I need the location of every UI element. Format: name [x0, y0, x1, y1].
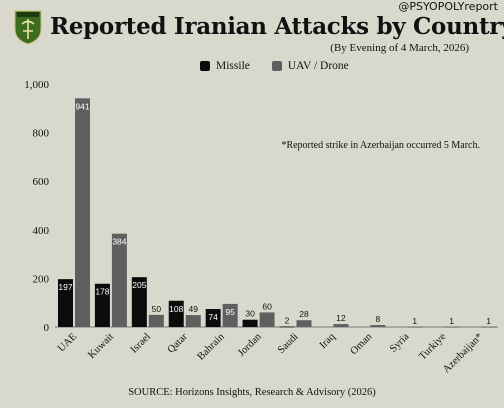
source-note: SOURCE: Horizons Insights, Research & Ad…	[128, 387, 376, 398]
bar-value-label: 108	[169, 304, 183, 314]
legend-label-missile: Missile	[216, 60, 250, 72]
legend-item-uav: UAV / Drone	[271, 60, 349, 72]
bar-uav	[407, 326, 423, 328]
legend-label-uav: UAV / Drone	[287, 60, 349, 72]
bar-value-label: 30	[245, 309, 255, 319]
bar-value-label: 50	[152, 304, 162, 314]
x-tick-label: Iraq	[318, 331, 338, 351]
bar-uav	[185, 315, 201, 327]
bar-value-label: 60	[262, 301, 272, 311]
bar-value-label: 95	[225, 307, 235, 317]
x-tick-label: Qatar	[166, 331, 191, 356]
y-tick-label: 800	[33, 128, 50, 140]
x-tick-label: Kuwait	[86, 331, 116, 361]
bar-missile	[94, 283, 110, 327]
bar-value-label: 205	[132, 280, 146, 290]
bar-value-label: 1	[449, 316, 454, 326]
chart-subtitle: (By Evening of 4 March, 2026)	[330, 42, 469, 54]
x-tick-label: Bahrain	[195, 331, 227, 363]
y-tick-label: 600	[33, 176, 50, 188]
bar-uav	[444, 326, 460, 328]
y-tick-label: 0	[44, 322, 50, 334]
bar-value-label: 28	[299, 309, 309, 319]
bar-value-label: 2	[285, 316, 290, 326]
bar-missile	[205, 309, 221, 327]
bar-uav	[481, 326, 497, 328]
bar-value-label: 178	[95, 287, 109, 297]
bar-uav	[148, 314, 164, 327]
legend-item-missile: Missile	[200, 60, 250, 72]
bar-missile	[58, 279, 73, 327]
x-tick-label: Saudi	[276, 331, 301, 356]
bar-missile	[242, 319, 258, 327]
legend-swatch-missile	[200, 61, 210, 71]
chart-title: Reported Iranian Attacks by Country	[50, 13, 504, 40]
y-tick-label: 200	[33, 273, 50, 285]
bar-missile	[168, 300, 184, 327]
bar-uav	[75, 98, 90, 327]
bar-missile	[131, 277, 147, 327]
bar-uav	[370, 325, 386, 327]
chart-legend: Missile UAV / Drone	[200, 60, 349, 72]
legend-swatch-uav	[271, 61, 282, 71]
bar-value-label: 197	[58, 282, 72, 292]
bar-missile	[279, 326, 295, 328]
bar-uav	[111, 233, 127, 327]
y-tick-label: 1,000	[24, 79, 49, 91]
account-handle: @PSYOPOLYreport	[398, 0, 498, 13]
x-tick-label: Syria	[388, 331, 412, 355]
chart-annotation: *Reported strike in Azerbaijan occurred …	[281, 140, 480, 151]
psyopoly-logo	[14, 10, 42, 45]
x-tick-label: Turkiye	[417, 331, 448, 362]
bar-uav	[259, 312, 275, 327]
bar-value-label: 941	[75, 101, 89, 111]
bar-uav	[222, 303, 238, 327]
bar-value-label: 8	[375, 314, 380, 324]
x-tick-label: Israel	[129, 331, 153, 355]
bar-value-label: 1	[412, 316, 417, 326]
bar-value-label: 49	[189, 304, 199, 314]
x-tick-label: Jordan	[236, 331, 264, 359]
bar-value-label: 384	[112, 237, 126, 247]
bar-value-label: 1	[486, 316, 491, 326]
x-tick-label: Oman	[349, 331, 375, 357]
bar-value-label: 12	[336, 313, 346, 323]
bar-uav	[296, 320, 312, 327]
x-tick-label: Azerbaijan*	[441, 331, 485, 375]
bar-uav	[333, 324, 349, 327]
bar-value-label: 74	[208, 312, 218, 322]
y-tick-label: 400	[33, 225, 50, 237]
x-tick-label: UAE	[56, 331, 79, 354]
